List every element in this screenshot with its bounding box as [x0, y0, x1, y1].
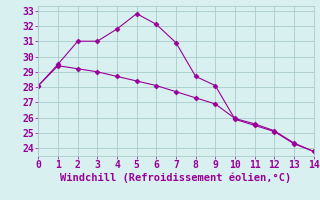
X-axis label: Windchill (Refroidissement éolien,°C): Windchill (Refroidissement éolien,°C)	[60, 173, 292, 183]
